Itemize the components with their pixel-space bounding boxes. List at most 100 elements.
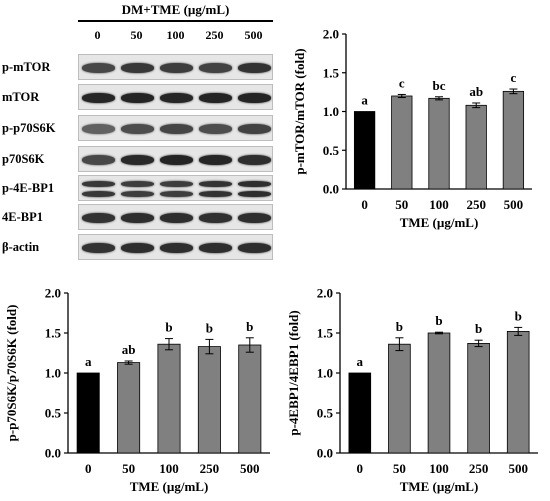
x-tick-label: 250 [466,197,486,212]
blot-strip [78,84,273,110]
significance-letter: a [357,354,364,369]
blot-lane-label: 100 [166,28,185,42]
blot-band [199,213,232,223]
significance-letter: b [475,321,482,336]
bar [506,331,530,454]
significance-letter: a [361,93,368,108]
blot-band [238,63,271,73]
x-tick-label: 250 [469,461,489,476]
y-tick-label: 2.0 [317,286,333,301]
x-axis-label: TME (µg/mL) [400,215,479,230]
blot-band [238,124,271,134]
y-tick-label: 0.5 [317,406,334,421]
y-tick-label: 1.0 [45,366,61,381]
significance-letter: b [206,320,213,335]
y-tick-label: 1.5 [323,65,340,80]
x-tick-label: 100 [429,197,449,212]
significance-letter: b [246,319,253,334]
blot-band [121,124,154,134]
x-tick-label: 250 [200,461,220,476]
y-tick-label: 0.5 [323,143,340,158]
significance-letter: b [515,308,522,323]
bar [502,90,525,190]
chart-p-4ebp1: 0.0 0.5 1.0 1.5 2.0 a 0 b 50 b 100 b 250 b 500 TME (µg/… [286,286,538,494]
x-tick-label: 0 [361,197,368,212]
significance-letter: b [396,319,403,334]
blot-row-label: p70S6K [2,152,45,166]
chart-p-mtor: 0.0 0.5 1.0 1.5 2.0 a 0 c 50 bc 100 ab 250 c 500 TME (µ… [292,27,532,230]
blot-band [238,213,271,223]
significance-letter: a [85,354,92,369]
x-tick-label: 100 [159,461,179,476]
x-tick-label: 50 [122,461,135,476]
y-tick-label: 0.0 [323,182,339,197]
bar [197,346,221,454]
significance-letter: b [435,313,442,328]
blot-row-label: 4E-BP1 [2,210,43,224]
blot-band [82,93,115,103]
blot-row-label: β-actin [2,240,40,254]
bar [467,343,490,454]
blot-band [82,243,115,253]
blot-row-label: mTOR [2,90,40,104]
blot-band [199,191,232,197]
blot-band [238,93,271,103]
blot-lane-label: 50 [130,28,143,42]
blot-band [82,124,115,134]
y-tick-label: 1.5 [317,326,334,341]
western-blot-panel: DM+TME (µg/mL) 0 50 100 250 500 p-mTOR m… [0,0,290,265]
blot-band [121,243,154,253]
blot-band [121,191,154,197]
blot-band [199,181,232,187]
x-tick-label: 50 [395,197,408,212]
blot-band [160,63,193,73]
y-tick-label: 1.0 [323,104,339,119]
significance-letter: bc [433,78,446,93]
y-tick-label: 1.0 [317,366,333,381]
blot-band [160,124,193,134]
blot-band [199,93,232,103]
blot-strip [78,204,273,230]
blot-band [160,213,193,223]
blot-band [82,191,115,197]
x-tick-label: 500 [240,461,260,476]
blot-band [238,155,271,165]
bar [76,372,100,454]
chart-p-p70s6k: 0.0 0.5 1.0 1.5 2.0 a 0 ab 50 b 100 b 250 b 500 TME (µg… [4,286,270,494]
bar [157,343,181,454]
y-tick-label: 2.0 [45,286,61,301]
y-tick-label: 0.0 [317,446,333,461]
blot-row-label: p-mTOR [2,60,51,74]
blot-band [199,124,232,134]
y-axis-label: p-4EBP1/4EBP1 (fold) [286,310,301,435]
y-tick-label: 0.0 [45,446,61,461]
x-tick-label: 0 [85,461,92,476]
blot-band [238,191,271,197]
blot-lane-label: 0 [94,28,101,42]
x-axis-label: TME (µg/mL) [130,479,209,494]
x-axis-label: TME (µg/mL) [400,479,479,494]
blot-strip [78,146,273,172]
bar [391,95,413,190]
significance-letter: c [399,75,405,90]
blot-band [121,213,154,223]
bar [353,111,376,190]
blot-band [199,155,232,165]
blot-band [82,63,115,73]
blot-lane-label: 250 [205,28,224,42]
blot-row-label: p-p70S6K [2,121,56,135]
blot-band [238,243,271,253]
y-axis-label: p-mTOR/mTOR (fold) [292,48,307,174]
blot-band [160,155,193,165]
blot-strip [78,175,273,201]
significance-letter: b [165,320,172,335]
blot-band [199,63,232,73]
y-axis-label: p-p70S6K/p70S6K (fold) [4,305,19,442]
x-tick-label: 100 [429,461,449,476]
x-tick-label: 0 [357,461,364,476]
blot-header-line [78,20,273,22]
blot-band [238,181,271,187]
bar [348,372,372,454]
significance-letter: ab [122,342,136,357]
blot-row-label: p-4E-BP1 [2,181,55,195]
